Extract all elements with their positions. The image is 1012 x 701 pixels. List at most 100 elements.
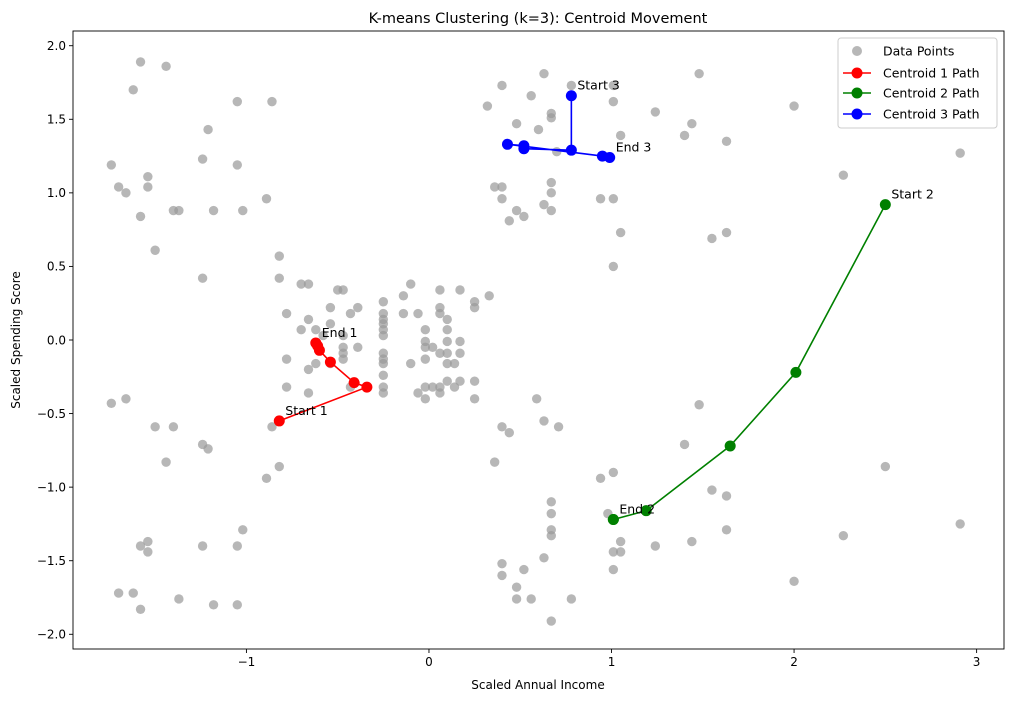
data-point bbox=[497, 570, 507, 581]
data-point bbox=[504, 428, 514, 438]
data-point bbox=[353, 342, 363, 353]
data-point bbox=[274, 273, 284, 283]
data-point bbox=[546, 188, 556, 198]
data-point bbox=[546, 497, 556, 507]
data-point bbox=[135, 57, 146, 67]
data-point bbox=[311, 325, 321, 335]
data-point bbox=[338, 285, 348, 295]
data-point bbox=[135, 604, 146, 614]
data-point bbox=[519, 211, 529, 222]
data-point bbox=[121, 188, 131, 198]
y-tick-label: 0.5 bbox=[47, 260, 66, 274]
centroid-3-marker bbox=[518, 140, 530, 152]
data-point bbox=[546, 531, 556, 541]
legend-label-centroid-2: Centroid 2 Path bbox=[883, 86, 980, 101]
data-point bbox=[398, 291, 409, 301]
data-point bbox=[281, 308, 292, 319]
data-point bbox=[546, 113, 556, 123]
data-point bbox=[106, 160, 117, 170]
plot-area: Start 1 End 1 Start 2 End 2 Start 3 End 3 bbox=[72, 30, 1005, 650]
data-point bbox=[267, 96, 277, 107]
data-point bbox=[721, 136, 732, 147]
annotations-layer: Start 1 End 1 Start 2 End 2 Start 3 End 3 bbox=[285, 78, 934, 517]
data-point bbox=[489, 457, 500, 467]
data-point bbox=[455, 348, 465, 358]
annotation-label: End 2 bbox=[619, 502, 655, 517]
data-point bbox=[526, 594, 536, 604]
data-point bbox=[420, 325, 431, 335]
data-point bbox=[482, 101, 493, 111]
annotation-label: End 1 bbox=[322, 325, 358, 340]
centroid-3-path bbox=[501, 90, 616, 164]
data-point bbox=[338, 330, 348, 341]
data-point bbox=[113, 182, 124, 192]
y-tick-label: 2.0 bbox=[47, 39, 66, 53]
data-point bbox=[608, 80, 619, 91]
data-point bbox=[238, 205, 248, 216]
data-point bbox=[345, 308, 356, 319]
data-point bbox=[497, 422, 507, 432]
data-point bbox=[135, 541, 146, 551]
data-point bbox=[427, 342, 438, 353]
data-point bbox=[497, 80, 507, 91]
data-point bbox=[469, 302, 480, 313]
x-axis: −1 0 1 2 3 bbox=[238, 649, 980, 669]
centroid-1-marker bbox=[324, 356, 336, 368]
centroid-2-marker bbox=[790, 366, 802, 378]
data-point bbox=[168, 422, 179, 432]
data-point bbox=[143, 536, 153, 547]
legend-marker-centroid-1 bbox=[851, 67, 863, 79]
data-point bbox=[694, 400, 704, 410]
data-point bbox=[615, 227, 626, 238]
data-point bbox=[449, 358, 460, 369]
data-point bbox=[261, 194, 272, 204]
data-point bbox=[232, 160, 242, 170]
legend-box bbox=[837, 37, 998, 129]
y-tick-label: −0.5 bbox=[37, 407, 66, 421]
data-point bbox=[150, 245, 160, 255]
x-tick-label: 2 bbox=[790, 655, 798, 669]
data-point bbox=[435, 348, 445, 358]
data-point bbox=[378, 388, 389, 398]
x-tick-label: 0 bbox=[425, 655, 433, 669]
data-point bbox=[955, 148, 965, 158]
data-point bbox=[267, 422, 277, 432]
data-point bbox=[197, 541, 208, 551]
data-point bbox=[311, 358, 321, 369]
data-point bbox=[232, 600, 242, 610]
data-point bbox=[128, 85, 138, 95]
data-point bbox=[208, 205, 219, 216]
data-point bbox=[303, 279, 314, 289]
data-point bbox=[546, 616, 556, 626]
data-point bbox=[497, 194, 507, 204]
data-point bbox=[106, 398, 117, 408]
data-point bbox=[615, 547, 626, 557]
data-point bbox=[442, 348, 452, 358]
centroid-2-marker bbox=[607, 514, 619, 526]
data-point bbox=[274, 251, 284, 261]
data-point bbox=[420, 382, 431, 392]
data-point bbox=[420, 394, 431, 404]
legend-label-centroid-1: Centroid 1 Path bbox=[883, 66, 980, 81]
data-point bbox=[281, 382, 292, 392]
data-point bbox=[721, 227, 732, 238]
data-point bbox=[398, 308, 409, 319]
data-point bbox=[566, 594, 577, 604]
data-point bbox=[650, 107, 661, 117]
y-tick-label: 1.0 bbox=[47, 186, 66, 200]
data-point bbox=[880, 461, 891, 472]
centroid-paths-layer bbox=[273, 90, 891, 526]
data-point bbox=[455, 285, 465, 295]
annotation-label: Start 2 bbox=[891, 187, 933, 202]
data-point bbox=[420, 342, 431, 353]
data-point bbox=[378, 370, 389, 381]
data-point bbox=[325, 319, 336, 329]
data-point bbox=[135, 211, 146, 222]
annotation-label: Start 1 bbox=[285, 403, 327, 418]
centroid-2-path bbox=[607, 199, 891, 526]
data-point bbox=[789, 576, 799, 587]
data-point bbox=[232, 96, 242, 107]
y-axis: −2.0 −1.5 −1.0 −0.5 0.0 0.5 1.0 1.5 2.0 bbox=[37, 39, 73, 642]
data-point bbox=[378, 358, 389, 369]
